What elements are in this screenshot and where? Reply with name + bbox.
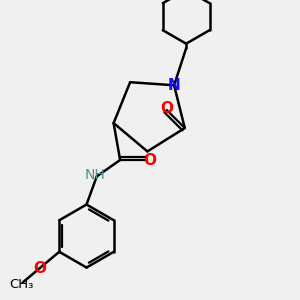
Text: O: O: [160, 101, 173, 116]
Text: CH₃: CH₃: [9, 278, 33, 291]
Text: NH: NH: [85, 168, 106, 182]
Text: N: N: [168, 78, 181, 93]
Text: O: O: [144, 152, 157, 167]
Text: O: O: [33, 261, 46, 276]
